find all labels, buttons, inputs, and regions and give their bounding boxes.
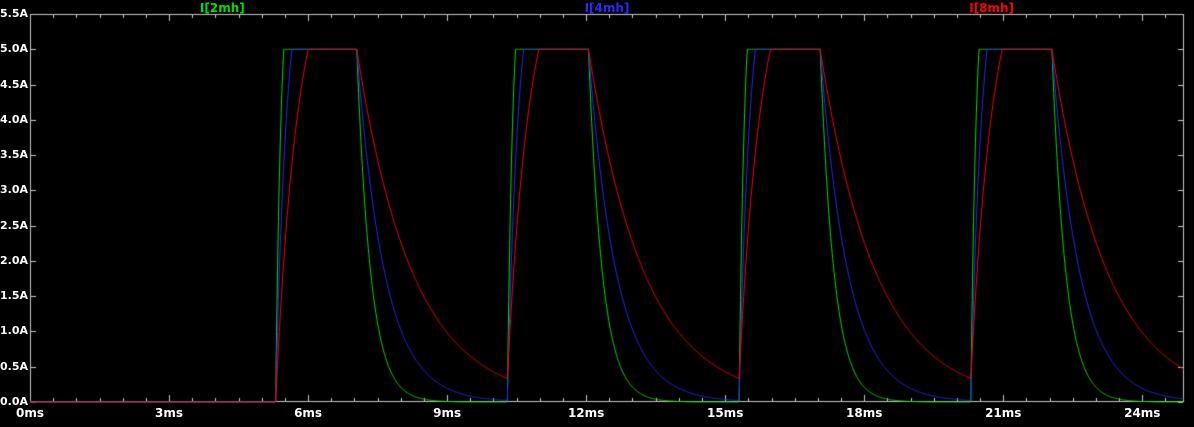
y-tick-label: 2.5A xyxy=(0,218,28,232)
y-tick-label: 0.5A xyxy=(0,359,28,373)
x-tick-label: 9ms xyxy=(433,406,462,420)
y-tick-label: 0.0A xyxy=(0,395,28,408)
y-tick-label: 3.5A xyxy=(0,148,28,162)
legend-item-i-2mh[interactable]: I[2mh] xyxy=(199,1,245,15)
x-tick-label: 6ms xyxy=(294,406,323,420)
x-tick-label: 3ms xyxy=(155,406,184,420)
x-tick-label: 21ms xyxy=(985,406,1022,420)
y-tick-label: 5.0A xyxy=(0,42,28,56)
x-tick-label: 15ms xyxy=(706,406,744,420)
x-tick-label: 12ms xyxy=(567,406,605,420)
y-tick-label: 1.0A xyxy=(0,324,28,338)
x-tick-label: 24ms xyxy=(1124,406,1161,420)
legend-item-i-4mh[interactable]: I[4mh] xyxy=(584,1,630,15)
y-tick-label: 3.0A xyxy=(0,183,28,197)
legend-item-i-8mh[interactable]: I[8mh] xyxy=(969,1,1015,15)
y-tick-label: 4.0A xyxy=(0,112,28,126)
y-tick-label: 4.5A xyxy=(0,77,28,91)
x-tick-label: 18ms xyxy=(846,406,883,420)
y-tick-label: 2.0A xyxy=(0,253,28,267)
y-tick-label: 1.5A xyxy=(0,289,28,303)
x-tick-label: 0ms xyxy=(16,406,44,420)
y-tick-label: 5.5A xyxy=(0,7,28,20)
